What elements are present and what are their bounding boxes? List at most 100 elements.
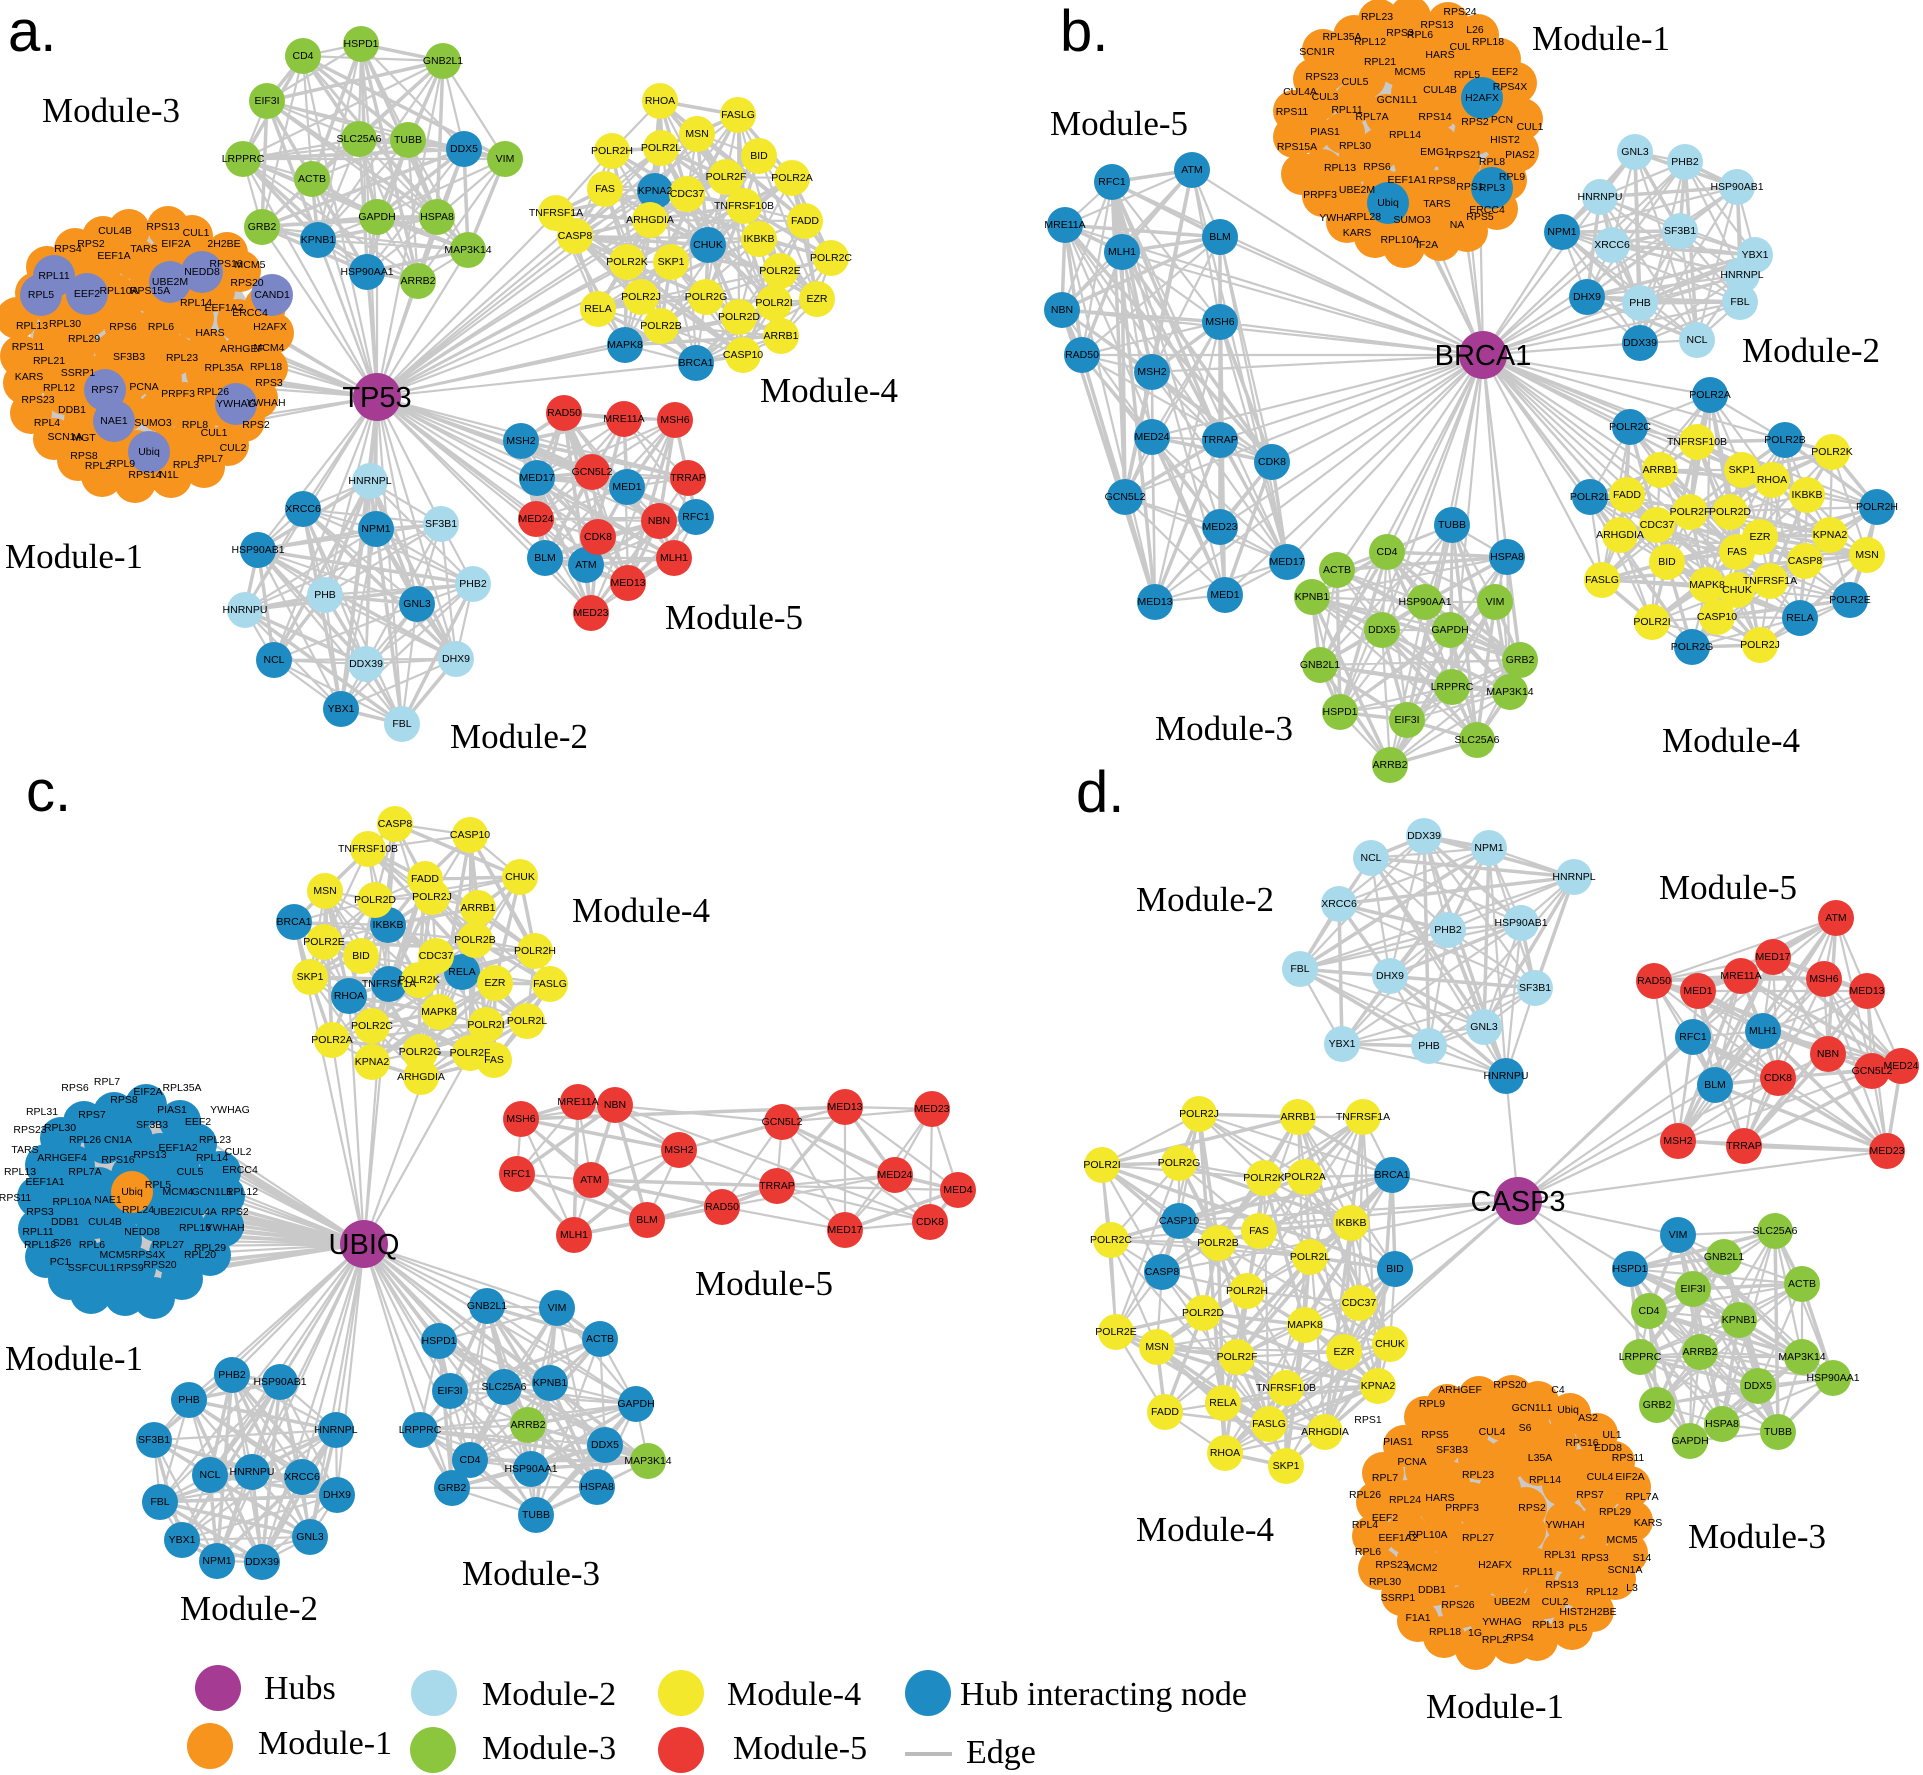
svg-text:RAD50: RAD50	[1637, 975, 1671, 987]
svg-text:DDX39: DDX39	[1623, 337, 1657, 349]
svg-text:TNFRSF1A: TNFRSF1A	[362, 978, 416, 990]
svg-text:SCN1R: SCN1R	[1299, 46, 1335, 58]
svg-text:HNRNPU: HNRNPU	[223, 604, 268, 616]
svg-text:RPL29: RPL29	[194, 1242, 226, 1254]
svg-text:RPL35A: RPL35A	[1322, 31, 1361, 43]
svg-text:MSN: MSN	[685, 128, 708, 140]
svg-text:MED17: MED17	[519, 472, 554, 484]
svg-text:ERCC4: ERCC4	[1469, 204, 1505, 216]
svg-text:CUL3: CUL3	[1312, 91, 1339, 103]
svg-text:NCL: NCL	[199, 1469, 220, 1481]
svg-text:RPS20: RPS20	[143, 1259, 176, 1271]
svg-text:RPL14: RPL14	[1529, 1474, 1561, 1486]
svg-text:SF3B1: SF3B1	[1519, 982, 1551, 994]
svg-text:CUL1: CUL1	[201, 427, 228, 439]
svg-text:MLH1: MLH1	[660, 552, 688, 564]
svg-text:RPL6: RPL6	[79, 1239, 105, 1251]
svg-text:TRRAP: TRRAP	[670, 472, 706, 484]
svg-text:RPL26: RPL26	[197, 386, 229, 398]
svg-text:MSH2: MSH2	[506, 435, 535, 447]
svg-text:RPS14: RPS14	[1418, 111, 1451, 123]
svg-text:RAD50: RAD50	[1065, 349, 1099, 361]
svg-text:RPS11: RPS11	[12, 341, 45, 353]
svg-text:PRPF3: PRPF3	[1303, 189, 1337, 201]
svg-text:XRCC6: XRCC6	[1594, 239, 1630, 251]
svg-text:YWHAH: YWHAH	[1545, 1519, 1584, 1531]
svg-text:RPL23: RPL23	[166, 352, 198, 364]
svg-text:FADD: FADD	[791, 215, 819, 227]
svg-text:CASP10: CASP10	[1697, 611, 1737, 623]
svg-text:POLR2H: POLR2H	[591, 145, 633, 157]
svg-text:RPL6: RPL6	[1355, 1546, 1381, 1558]
svg-text:ARRB2: ARRB2	[1682, 1346, 1717, 1358]
svg-text:CUL4B: CUL4B	[1423, 84, 1457, 96]
svg-text:RPL28: RPL28	[1349, 211, 1381, 223]
svg-text:GAPDH: GAPDH	[1671, 1435, 1708, 1447]
svg-text:RPL7: RPL7	[94, 1076, 120, 1088]
svg-text:SF3B1: SF3B1	[1664, 225, 1696, 237]
svg-text:CUL4: CUL4	[1479, 1426, 1506, 1438]
svg-text:RELA: RELA	[584, 303, 611, 315]
svg-text:MSH2: MSH2	[1137, 366, 1166, 378]
svg-text:HSPA8: HSPA8	[1705, 1418, 1739, 1430]
svg-text:NAE1: NAE1	[94, 1194, 122, 1206]
svg-text:MCM2: MCM2	[1407, 1562, 1438, 1574]
svg-text:RPL10A: RPL10A	[99, 285, 138, 297]
svg-text:NCL: NCL	[1686, 334, 1707, 346]
svg-text:POLR2F: POLR2F	[450, 1047, 491, 1059]
svg-text:SF3B3: SF3B3	[113, 351, 145, 363]
svg-text:EIF3I: EIF3I	[254, 95, 279, 107]
svg-text:KPNA2: KPNA2	[638, 185, 673, 197]
svg-text:KPNB1: KPNB1	[1295, 591, 1330, 603]
svg-text:PRPF3: PRPF3	[161, 388, 195, 400]
svg-text:ARHGDIA: ARHGDIA	[397, 1071, 445, 1083]
svg-text:PHB: PHB	[1418, 1040, 1440, 1052]
svg-text:RPL11: RPL11	[38, 270, 69, 282]
svg-text:ARHGDIA: ARHGDIA	[626, 214, 674, 226]
svg-text:TRRAP: TRRAP	[759, 1180, 795, 1192]
svg-text:MLH1: MLH1	[1108, 246, 1136, 258]
svg-text:Ubiq: Ubiq	[138, 446, 160, 458]
svg-text:MED1: MED1	[1210, 589, 1239, 601]
svg-text:POLR2D: POLR2D	[354, 894, 396, 906]
svg-text:DDB1: DDB1	[51, 1216, 79, 1228]
svg-text:SF3B3: SF3B3	[136, 1119, 168, 1131]
svg-text:CHUK: CHUK	[505, 871, 535, 883]
svg-text:DDB1: DDB1	[1418, 1584, 1446, 1596]
svg-text:PCN: PCN	[1491, 114, 1513, 126]
svg-text:NPM1: NPM1	[1547, 226, 1576, 238]
svg-text:PIAS1: PIAS1	[1310, 126, 1340, 138]
svg-text:CDK8: CDK8	[584, 531, 612, 543]
svg-text:KPNA2: KPNA2	[1361, 1380, 1396, 1392]
svg-text:DHX9: DHX9	[442, 653, 470, 665]
svg-text:POLR2H: POLR2H	[514, 945, 556, 957]
svg-text:POLR2H: POLR2H	[1226, 1285, 1268, 1297]
svg-text:EIF2A: EIF2A	[161, 238, 190, 250]
svg-text:CHUK: CHUK	[693, 239, 723, 251]
svg-text:EIF2A: EIF2A	[1615, 1471, 1644, 1483]
svg-text:YWHA: YWHA	[1319, 212, 1351, 224]
svg-text:XRCC6: XRCC6	[285, 503, 321, 515]
svg-text:RPS20: RPS20	[1493, 1379, 1526, 1391]
svg-text:HSPD1: HSPD1	[1322, 706, 1357, 718]
svg-text:RPL14: RPL14	[180, 297, 212, 309]
svg-text:S6: S6	[1519, 1422, 1532, 1434]
svg-text:ARRB2: ARRB2	[400, 275, 435, 287]
svg-text:RPL29: RPL29	[68, 333, 100, 345]
svg-text:RPS3: RPS3	[1581, 1552, 1609, 1564]
svg-text:RPL24: RPL24	[122, 1204, 154, 1216]
svg-text:RPL7: RPL7	[197, 453, 223, 465]
svg-text:CDK8: CDK8	[1764, 1072, 1792, 1084]
svg-text:POLR2K: POLR2K	[398, 974, 439, 986]
svg-text:RAD50: RAD50	[705, 1201, 739, 1213]
svg-text:GRB2: GRB2	[248, 221, 277, 233]
svg-text:RPL31: RPL31	[1544, 1549, 1576, 1561]
svg-text:Module-1: Module-1	[5, 1339, 143, 1378]
svg-text:RFC1: RFC1	[682, 511, 710, 523]
svg-text:ARHGDIA: ARHGDIA	[1596, 529, 1644, 541]
svg-text:RPS6: RPS6	[1363, 161, 1391, 173]
svg-text:POLR2F: POLR2F	[706, 171, 747, 183]
svg-text:RPS15A: RPS15A	[130, 285, 170, 297]
svg-text:SCN1A: SCN1A	[1607, 1564, 1642, 1576]
svg-text:Module-2: Module-2	[1742, 331, 1880, 370]
